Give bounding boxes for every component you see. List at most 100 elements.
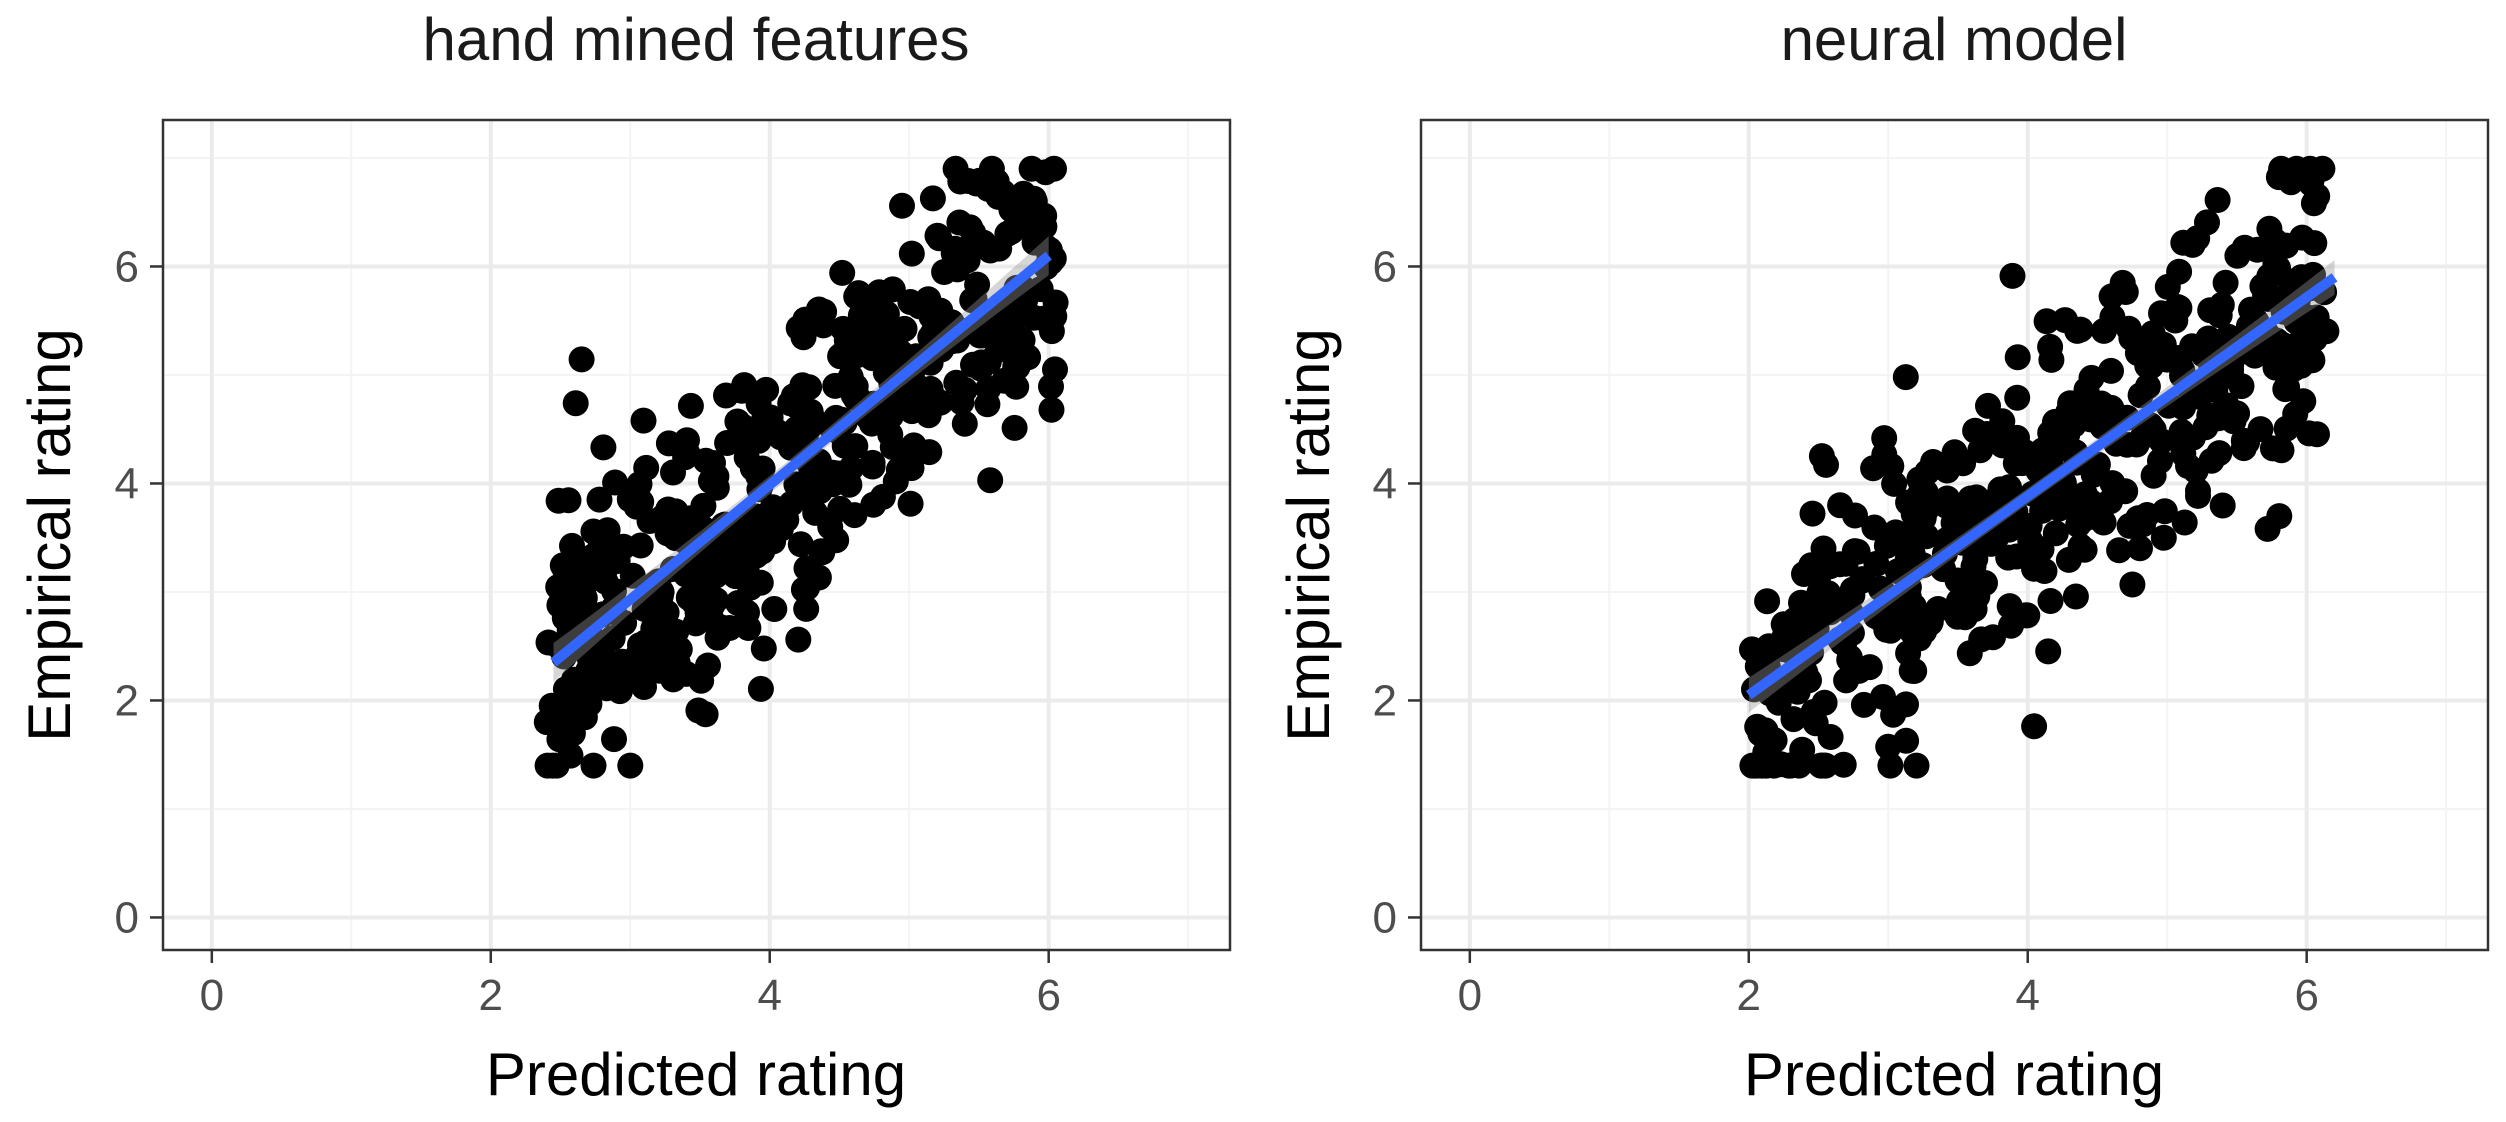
data-point: [602, 469, 629, 496]
data-point: [699, 592, 726, 619]
data-point: [829, 259, 856, 286]
data-point: [940, 240, 967, 267]
data-point: [2042, 520, 2069, 547]
data-point: [2147, 343, 2174, 370]
data-point: [1989, 408, 2016, 435]
data-point: [2078, 503, 2105, 530]
data-point: [557, 742, 584, 769]
data-point: [951, 410, 978, 437]
data-point: [2017, 528, 2044, 554]
data-point: [2150, 524, 2177, 551]
data-point: [2055, 546, 2082, 573]
y-tick-label: 6: [1373, 242, 1397, 291]
data-point: [897, 289, 924, 315]
data-point: [2002, 450, 2029, 477]
data-point: [802, 499, 829, 526]
data-point: [695, 652, 721, 679]
data-point: [1805, 562, 1832, 589]
data-point: [601, 726, 627, 753]
data-point: [898, 240, 925, 267]
data-point: [2268, 155, 2295, 182]
data-point: [984, 336, 1011, 363]
data-point: [845, 280, 872, 307]
data-point: [1877, 752, 1904, 779]
data-point: [783, 471, 810, 498]
data-point: [1962, 417, 1989, 444]
data-point: [1961, 596, 1988, 623]
data-point: [599, 625, 626, 652]
data-point: [660, 459, 686, 486]
data-point: [1881, 470, 1908, 497]
data-point: [1878, 530, 1905, 557]
data-point: [2098, 394, 2125, 421]
data-point: [2244, 236, 2271, 263]
data-point: [2035, 638, 2062, 665]
data-point: [2230, 427, 2257, 454]
y-tick-label: 4: [115, 459, 139, 508]
data-point: [692, 701, 719, 728]
data-point: [859, 453, 886, 480]
data-point: [1780, 706, 1807, 733]
data-point: [960, 220, 987, 247]
data-point: [985, 183, 1012, 210]
y-axis-title: Empirical rating: [16, 328, 83, 741]
data-point: [793, 595, 820, 622]
data-point: [745, 427, 772, 454]
data-point: [889, 192, 915, 219]
data-point: [2262, 250, 2289, 277]
data-point: [2186, 383, 2213, 410]
x-tick-label: 0: [1458, 971, 1482, 1020]
data-point: [1996, 593, 2023, 620]
data-point: [1956, 640, 1983, 667]
data-point: [1944, 567, 1971, 594]
data-point: [749, 538, 776, 565]
data-point: [750, 635, 777, 662]
data-point: [2062, 583, 2089, 610]
data-point: [986, 235, 1013, 262]
data-point: [2268, 437, 2295, 464]
data-point: [2296, 420, 2323, 447]
data-point: [785, 626, 812, 653]
data-point: [1950, 450, 1977, 477]
data-point: [1911, 618, 1938, 645]
data-point: [831, 432, 858, 459]
data-point: [1873, 616, 1900, 643]
y-tick-label: 0: [1373, 893, 1397, 942]
data-point: [617, 752, 644, 779]
data-point: [858, 410, 885, 437]
data-point: [2037, 333, 2064, 360]
data-point: [2127, 382, 2154, 409]
data-point: [569, 555, 596, 582]
data-point: [2282, 401, 2309, 427]
data-point: [1894, 546, 1921, 573]
data-point: [538, 692, 565, 719]
data-point: [863, 295, 890, 322]
data-point: [1754, 588, 1781, 615]
y-tick-label: 2: [1373, 676, 1397, 725]
x-tick-label: 6: [2294, 971, 2318, 1020]
data-point: [1752, 739, 1779, 766]
points-layer: [1739, 155, 2340, 779]
data-point: [1001, 414, 1028, 441]
data-point: [783, 392, 810, 419]
data-point: [590, 434, 617, 461]
data-point: [2179, 231, 2206, 258]
data-point: [2162, 307, 2189, 334]
data-point: [1999, 262, 2026, 289]
data-point: [1900, 501, 1927, 528]
data-point: [586, 486, 613, 513]
data-point: [2289, 224, 2316, 251]
data-point: [649, 634, 676, 661]
data-point: [2303, 304, 2330, 331]
data-point: [1833, 667, 1860, 694]
panel-neural-model: neural model 0 2 4 6 0 2 4 6 Predicted rating E…: [1275, 6, 2490, 1108]
data-point: [673, 660, 700, 687]
data-point: [809, 539, 836, 566]
data-point: [927, 389, 954, 416]
data-point: [1998, 612, 2024, 639]
data-point: [2171, 509, 2198, 536]
data-point: [2127, 535, 2153, 562]
data-point: [1934, 485, 1961, 512]
data-point: [1827, 492, 1854, 519]
